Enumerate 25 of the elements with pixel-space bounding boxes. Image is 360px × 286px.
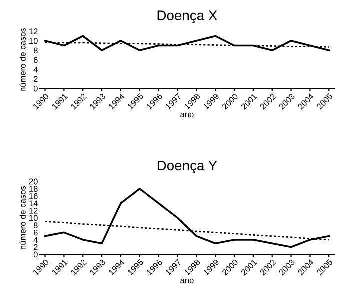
chart-title: Doença X: [158, 10, 218, 24]
y-tick-label: 12: [30, 28, 38, 34]
y-tick-label: 2: [34, 244, 38, 250]
y-tick-label: 8: [34, 48, 38, 54]
y-tick-label: 2: [34, 76, 38, 82]
y-axis-title: número de casos: [20, 28, 26, 92]
x-axis-title: ano: [180, 112, 194, 118]
y-tick-label: 18: [30, 186, 38, 192]
y-tick-label: 0: [34, 252, 38, 258]
y-tick-label: 8: [34, 222, 38, 228]
y-tick-label: 14: [30, 200, 38, 207]
y-tick-label: 10: [30, 215, 38, 222]
y-tick-label: 16: [30, 193, 38, 200]
y-tick-label: 4: [34, 66, 38, 73]
y-tick-label: 4: [34, 237, 38, 243]
y-tick-label: 10: [30, 38, 38, 44]
x-axis-title: ano: [180, 278, 194, 284]
y-tick-label: 0: [34, 86, 38, 92]
y-tick-label: 12: [30, 208, 38, 214]
line-series: [44, 188, 330, 248]
chart-title: Doença Y: [158, 160, 218, 174]
y-axis-title: número de casos: [20, 186, 26, 250]
y-tick-label: 6: [34, 230, 38, 236]
y-tick-label: 6: [34, 57, 38, 64]
y-tick-label: 20: [29, 178, 38, 185]
